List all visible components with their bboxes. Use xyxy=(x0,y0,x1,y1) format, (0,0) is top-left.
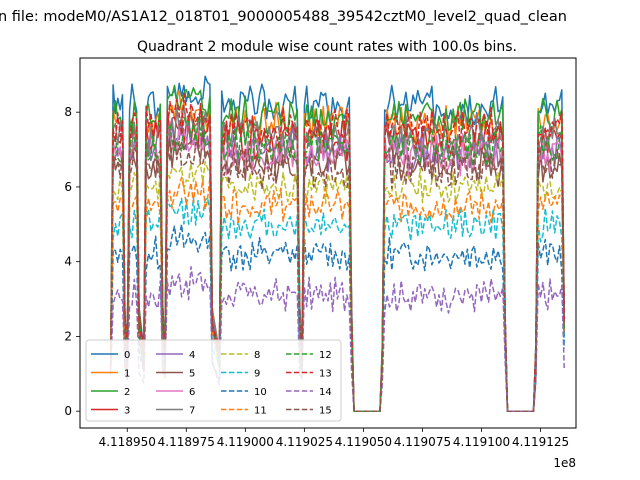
legend-label-7: 7 xyxy=(189,406,195,417)
x-tick-label-5: 4.119075 xyxy=(394,435,451,449)
x-tick-label-1: 4.118975 xyxy=(158,435,215,449)
x-tick-label-6: 4.119100 xyxy=(453,435,510,449)
series-line-13 xyxy=(109,92,565,412)
series-layer xyxy=(109,75,565,412)
series-line-15 xyxy=(109,134,565,412)
y-tick-label-3: 6 xyxy=(64,180,72,194)
legend-label-11: 11 xyxy=(254,406,267,417)
legend-label-0: 0 xyxy=(124,350,130,361)
legend-label-5: 5 xyxy=(189,369,195,380)
y-tick-label-2: 4 xyxy=(64,255,72,269)
legend-label-15: 15 xyxy=(319,406,332,417)
legend-label-14: 14 xyxy=(319,387,332,398)
series-line-9 xyxy=(109,197,565,412)
y-axis: 0 2 4 6 8 xyxy=(64,105,80,418)
figure-suptitle: n file: modeM0/AS1A12_018T01_9000005488_… xyxy=(0,9,567,25)
x-tick-label-2: 4.119000 xyxy=(217,435,274,449)
series-line-0 xyxy=(109,75,565,412)
y-tick-label-0: 0 xyxy=(64,404,72,418)
legend-label-13: 13 xyxy=(319,369,332,380)
legend-label-8: 8 xyxy=(254,350,260,361)
legend-label-3: 3 xyxy=(124,406,130,417)
legend-label-4: 4 xyxy=(189,350,195,361)
x-axis: 4.118950 4.118975 4.119000 4.119025 4.119050… xyxy=(99,428,569,449)
series-line-8 xyxy=(109,160,565,412)
x-axis-offset-label: 1e8 xyxy=(553,456,576,470)
x-tick-label-7: 4.119125 xyxy=(512,435,569,449)
chart-title: Quadrant 2 module wise count rates with … xyxy=(137,39,517,55)
x-tick-label-0: 4.118950 xyxy=(99,435,156,449)
legend-label-9: 9 xyxy=(254,369,260,380)
legend-label-10: 10 xyxy=(254,387,267,398)
legend-label-12: 12 xyxy=(319,350,332,361)
legend-label-1: 1 xyxy=(124,369,130,380)
y-tick-label-1: 2 xyxy=(64,329,72,343)
legend-label-6: 6 xyxy=(189,387,195,398)
legend-label-2: 2 xyxy=(124,387,130,398)
series-line-10 xyxy=(109,223,565,412)
x-tick-label-3: 4.119025 xyxy=(276,435,333,449)
series-line-7 xyxy=(109,105,565,412)
legend-frame xyxy=(85,339,342,422)
series-line-14 xyxy=(109,266,565,412)
plot-frame xyxy=(79,57,577,429)
x-tick-label-4: 4.119050 xyxy=(335,435,392,449)
series-line-11 xyxy=(109,176,565,412)
y-tick-label-4: 8 xyxy=(64,105,72,119)
